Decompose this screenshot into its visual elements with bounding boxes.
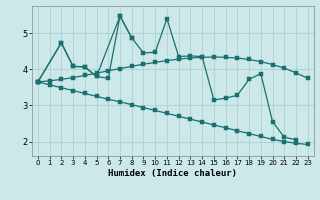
X-axis label: Humidex (Indice chaleur): Humidex (Indice chaleur) bbox=[108, 169, 237, 178]
